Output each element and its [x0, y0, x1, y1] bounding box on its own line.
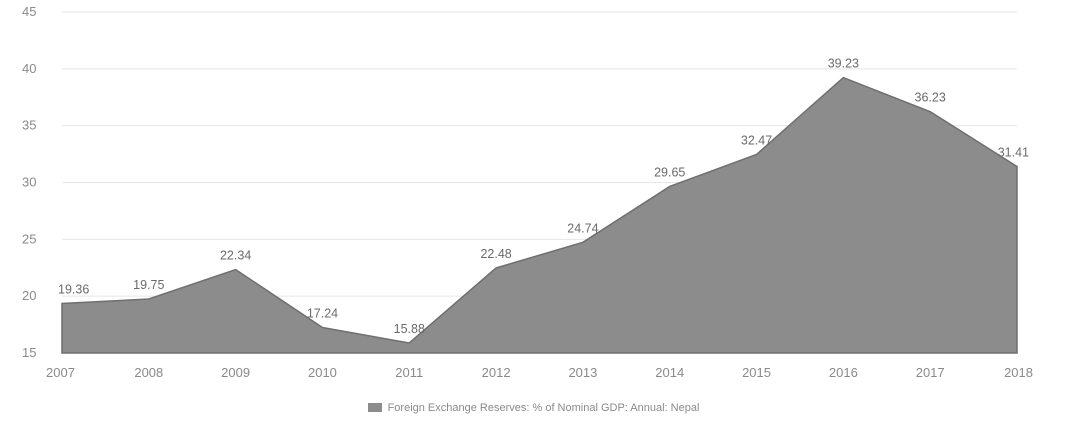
data-label: 32.47	[741, 133, 772, 147]
y-tick-label: 30	[22, 175, 36, 190]
data-label: 17.24	[307, 307, 338, 321]
y-tick-label: 45	[22, 4, 36, 19]
data-label: 19.36	[58, 282, 89, 296]
x-tick-label: 2018	[1004, 365, 1033, 380]
x-tick-label: 2012	[482, 365, 511, 380]
x-tick-label: 2017	[916, 365, 945, 380]
x-tick-label: 2009	[221, 365, 250, 380]
data-label: 19.75	[133, 278, 164, 292]
y-axis-ticks: 15 20 25 30 35 40 45	[22, 4, 36, 360]
data-label: 22.34	[220, 249, 251, 263]
series-area	[61, 76, 1018, 354]
x-tick-label: 2011	[395, 365, 423, 380]
y-tick-label: 40	[22, 61, 36, 76]
x-tick-label: 2014	[655, 365, 684, 380]
area-layer	[61, 76, 1018, 354]
y-tick-label: 20	[22, 288, 36, 303]
data-label: 15.88	[394, 322, 425, 336]
data-label: 31.41	[998, 145, 1029, 159]
data-labels: 19.36 19.75 22.34 17.24 15.88 22.48 24.74 29.65…	[58, 57, 1029, 336]
x-tick-label: 2008	[134, 365, 163, 380]
x-tick-label: 2010	[308, 365, 337, 380]
x-tick-label: 2016	[829, 365, 858, 380]
y-tick-label: 15	[22, 345, 36, 360]
legend-swatch	[367, 403, 382, 412]
y-tick-label: 25	[22, 231, 36, 246]
legend: Foreign Exchange Reserves: % of Nominal …	[0, 402, 1067, 414]
data-label: 36.23	[915, 91, 946, 105]
data-label: 22.48	[480, 247, 511, 261]
x-tick-label: 2007	[46, 365, 75, 380]
x-tick-label: 2015	[742, 365, 771, 380]
x-tick-label: 2013	[568, 365, 597, 380]
data-label: 24.74	[567, 221, 598, 235]
legend-label: Foreign Exchange Reserves: % of Nominal …	[387, 402, 700, 414]
data-label: 39.23	[828, 57, 859, 71]
x-axis-ticks: 2007 2008 2009 2010 2011 2012 2013 2014 2015 2016…	[46, 365, 1033, 380]
data-label: 29.65	[654, 165, 685, 179]
y-tick-label: 35	[22, 118, 36, 133]
